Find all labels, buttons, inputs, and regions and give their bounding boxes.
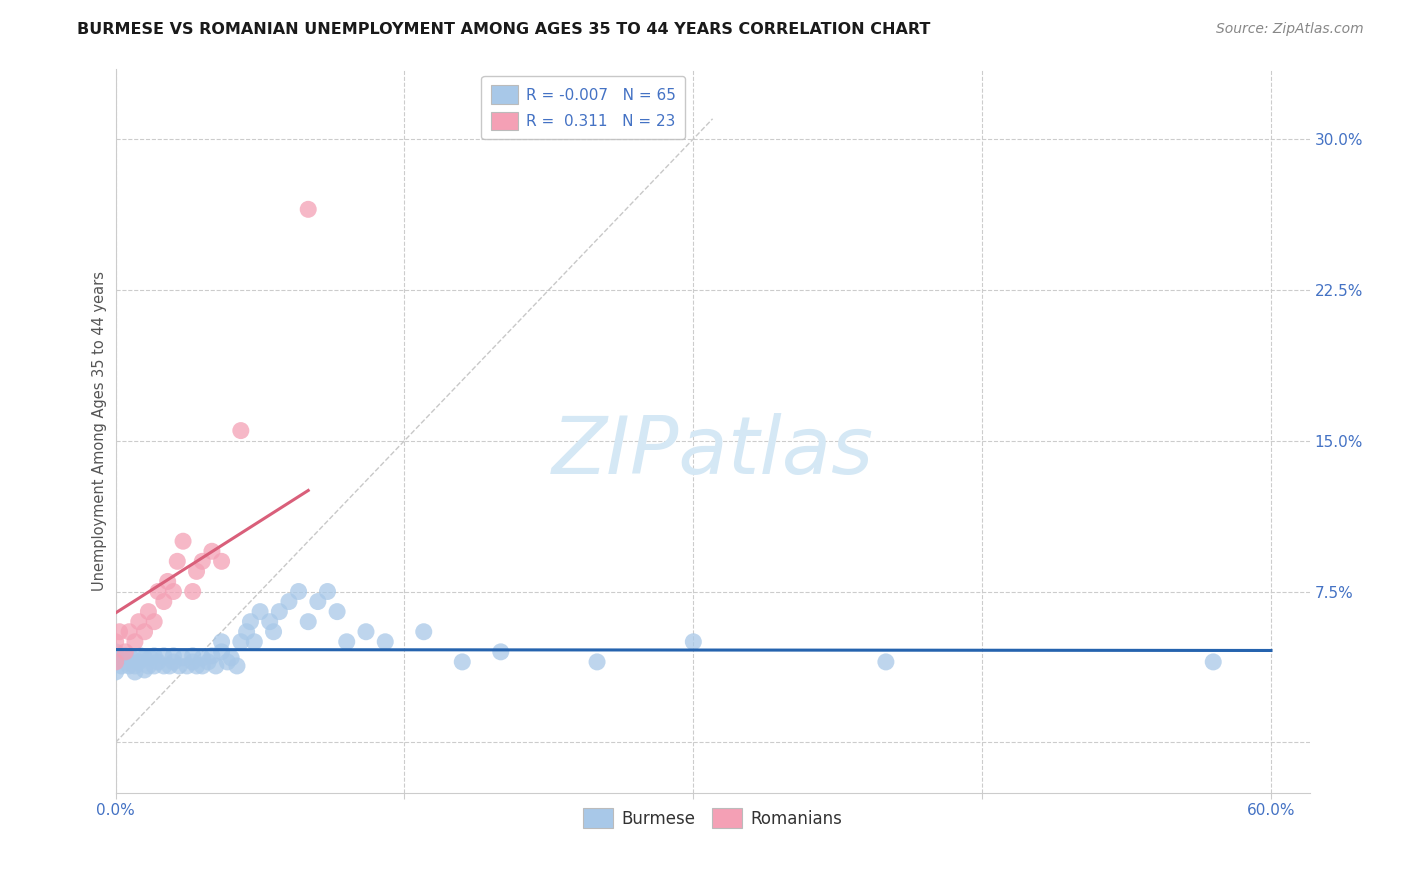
Point bbox=[114, 648, 136, 663]
Point bbox=[412, 624, 434, 639]
Point bbox=[217, 655, 239, 669]
Point bbox=[104, 645, 127, 659]
Point bbox=[139, 651, 162, 665]
Point bbox=[204, 659, 226, 673]
Point bbox=[120, 651, 142, 665]
Point bbox=[316, 584, 339, 599]
Point bbox=[143, 659, 166, 673]
Point bbox=[124, 665, 146, 679]
Point bbox=[191, 651, 214, 665]
Point bbox=[134, 624, 156, 639]
Point bbox=[124, 659, 146, 673]
Point bbox=[229, 634, 252, 648]
Point bbox=[118, 659, 141, 673]
Point bbox=[134, 663, 156, 677]
Point bbox=[118, 624, 141, 639]
Point bbox=[181, 648, 204, 663]
Point bbox=[114, 645, 136, 659]
Point bbox=[1202, 655, 1225, 669]
Point bbox=[211, 634, 233, 648]
Point bbox=[172, 534, 194, 549]
Point bbox=[156, 574, 179, 589]
Point bbox=[297, 615, 319, 629]
Point bbox=[243, 634, 266, 648]
Point bbox=[278, 594, 301, 608]
Point bbox=[451, 655, 474, 669]
Point bbox=[128, 655, 150, 669]
Point bbox=[138, 605, 160, 619]
Point bbox=[134, 651, 156, 665]
Point bbox=[226, 659, 249, 673]
Point bbox=[354, 624, 377, 639]
Point bbox=[114, 655, 136, 669]
Text: BURMESE VS ROMANIAN UNEMPLOYMENT AMONG AGES 35 TO 44 YEARS CORRELATION CHART: BURMESE VS ROMANIAN UNEMPLOYMENT AMONG A… bbox=[77, 22, 931, 37]
Point bbox=[201, 544, 224, 558]
Point bbox=[153, 594, 176, 608]
Point bbox=[875, 655, 897, 669]
Point bbox=[239, 615, 262, 629]
Point bbox=[172, 651, 194, 665]
Point bbox=[249, 605, 271, 619]
Point bbox=[181, 655, 204, 669]
Point bbox=[104, 655, 127, 669]
Y-axis label: Unemployment Among Ages 35 to 44 years: Unemployment Among Ages 35 to 44 years bbox=[93, 270, 107, 591]
Point bbox=[181, 584, 204, 599]
Point bbox=[191, 554, 214, 568]
Point bbox=[104, 651, 127, 665]
Point bbox=[263, 624, 285, 639]
Point bbox=[128, 615, 150, 629]
Point bbox=[229, 424, 252, 438]
Text: ZIPatlas: ZIPatlas bbox=[551, 413, 873, 491]
Point bbox=[108, 624, 131, 639]
Point bbox=[326, 605, 349, 619]
Point bbox=[143, 615, 166, 629]
Point bbox=[146, 655, 169, 669]
Point bbox=[186, 659, 208, 673]
Point bbox=[176, 659, 198, 673]
Point bbox=[159, 659, 181, 673]
Point bbox=[235, 624, 257, 639]
Point bbox=[259, 615, 281, 629]
Point bbox=[138, 659, 160, 673]
Point bbox=[104, 665, 127, 679]
Text: Source: ZipAtlas.com: Source: ZipAtlas.com bbox=[1216, 22, 1364, 37]
Point bbox=[104, 655, 127, 669]
Point bbox=[146, 584, 169, 599]
Point bbox=[162, 584, 184, 599]
Point bbox=[104, 634, 127, 648]
Point bbox=[166, 554, 188, 568]
Point bbox=[186, 565, 208, 579]
Point bbox=[153, 648, 176, 663]
Point bbox=[374, 634, 396, 648]
Point bbox=[297, 202, 319, 217]
Point bbox=[129, 648, 152, 663]
Point bbox=[489, 645, 512, 659]
Point bbox=[191, 659, 214, 673]
Point bbox=[307, 594, 329, 608]
Point bbox=[143, 648, 166, 663]
Point bbox=[336, 634, 359, 648]
Point bbox=[211, 554, 233, 568]
Point bbox=[167, 659, 190, 673]
Point bbox=[110, 659, 132, 673]
Point bbox=[219, 651, 242, 665]
Point bbox=[287, 584, 309, 599]
Point bbox=[201, 648, 224, 663]
Point bbox=[124, 634, 146, 648]
Point bbox=[682, 634, 704, 648]
Point bbox=[162, 655, 184, 669]
Point bbox=[211, 645, 233, 659]
Point bbox=[586, 655, 609, 669]
Legend: Burmese, Romanians: Burmese, Romanians bbox=[576, 801, 849, 835]
Point bbox=[269, 605, 291, 619]
Point bbox=[153, 659, 176, 673]
Point bbox=[162, 648, 184, 663]
Point bbox=[197, 655, 219, 669]
